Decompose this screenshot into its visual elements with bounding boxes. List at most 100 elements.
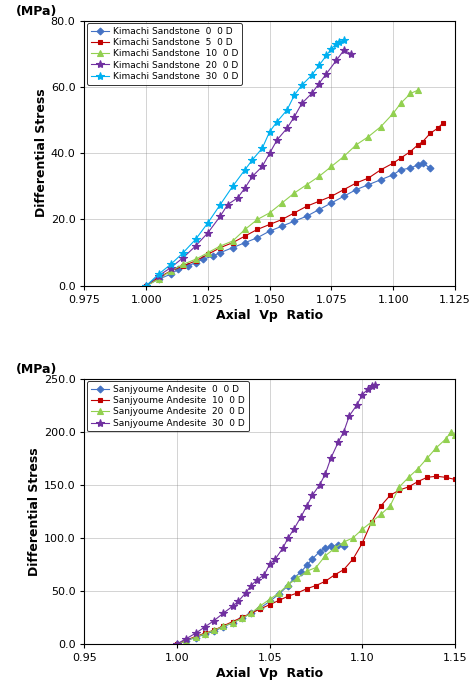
Sanjyoume Andesite  20  0 D: [443, 435, 448, 443]
Text: (MPa): (MPa): [15, 5, 57, 18]
Kimachi Sandstone  10  0 D: [378, 123, 384, 131]
Sanjyoume Andesite  20  0 D: [286, 580, 291, 588]
Sanjyoume Andesite  20  0 D: [378, 510, 384, 519]
Sanjyoume Andesite  0  0 D: [249, 609, 254, 617]
Kimachi Sandstone  0  0 D: [329, 199, 334, 207]
Kimachi Sandstone  5  0 D: [168, 266, 174, 275]
Line: Sanjyoume Andesite  30  0 D: Sanjyoume Andesite 30 0 D: [173, 381, 379, 648]
Sanjyoume Andesite  20  0 D: [360, 525, 365, 534]
Kimachi Sandstone  10  0 D: [230, 237, 235, 245]
Kimachi Sandstone  30  0 D: [267, 127, 272, 136]
Sanjyoume Andesite  20  0 D: [239, 614, 245, 623]
Sanjyoume Andesite  10  0 D: [304, 584, 310, 593]
Kimachi Sandstone  10  0 D: [304, 181, 310, 189]
Line: Kimachi Sandstone  20  0 D: Kimachi Sandstone 20 0 D: [142, 46, 356, 290]
Kimachi Sandstone  5  0 D: [205, 250, 211, 258]
Kimachi Sandstone  30  0 D: [284, 106, 290, 114]
Sanjyoume Andesite  20  0 D: [350, 534, 356, 542]
Kimachi Sandstone  10  0 D: [181, 260, 186, 269]
Sanjyoume Andesite  20  0 D: [295, 574, 300, 582]
Sanjyoume Andesite  30  0 D: [183, 634, 189, 643]
Sanjyoume Andesite  10  0 D: [174, 640, 180, 648]
Kimachi Sandstone  10  0 D: [292, 189, 297, 197]
Kimachi Sandstone  0  0 D: [156, 275, 161, 284]
Line: Kimachi Sandstone  0  0 D: Kimachi Sandstone 0 0 D: [144, 161, 433, 288]
Kimachi Sandstone  10  0 D: [341, 152, 347, 160]
Sanjyoume Andesite  20  0 D: [448, 427, 454, 436]
Kimachi Sandstone  20  0 D: [181, 253, 186, 262]
Sanjyoume Andesite  0  0 D: [310, 555, 315, 563]
Sanjyoume Andesite  30  0 D: [174, 640, 180, 648]
Kimachi Sandstone  10  0 D: [267, 209, 272, 217]
Sanjyoume Andesite  0  0 D: [174, 640, 180, 648]
Kimachi Sandstone  30  0 D: [309, 71, 315, 79]
Kimachi Sandstone  20  0 D: [309, 89, 315, 97]
Sanjyoume Andesite  20  0 D: [452, 431, 458, 439]
Kimachi Sandstone  0  0 D: [200, 256, 206, 264]
Kimachi Sandstone  0  0 D: [144, 282, 149, 290]
Kimachi Sandstone  20  0 D: [259, 162, 265, 171]
Kimachi Sandstone  30  0 D: [230, 182, 235, 190]
Kimachi Sandstone  30  0 D: [274, 118, 280, 126]
Sanjyoume Andesite  30  0 D: [365, 385, 371, 393]
Kimachi Sandstone  30  0 D: [299, 81, 304, 89]
Text: (MPa): (MPa): [15, 363, 57, 376]
Sanjyoume Andesite  20  0 D: [332, 545, 337, 553]
Kimachi Sandstone  20  0 D: [235, 194, 241, 202]
Sanjyoume Andesite  10  0 D: [406, 483, 411, 491]
Sanjyoume Andesite  10  0 D: [286, 592, 291, 600]
Sanjyoume Andesite  10  0 D: [230, 617, 235, 625]
Sanjyoume Andesite  30  0 D: [317, 481, 323, 489]
Kimachi Sandstone  20  0 D: [242, 184, 248, 192]
Sanjyoume Andesite  0  0 D: [335, 541, 341, 549]
Sanjyoume Andesite  10  0 D: [239, 613, 245, 621]
Kimachi Sandstone  5  0 D: [435, 124, 440, 132]
Kimachi Sandstone  30  0 D: [181, 249, 186, 257]
Sanjyoume Andesite  20  0 D: [193, 633, 198, 641]
Sanjyoume Andesite  20  0 D: [267, 595, 272, 603]
Kimachi Sandstone  20  0 D: [168, 264, 174, 272]
Sanjyoume Andesite  10  0 D: [257, 605, 263, 613]
Kimachi Sandstone  10  0 D: [353, 141, 359, 149]
Sanjyoume Andesite  30  0 D: [354, 401, 360, 409]
Legend: Kimachi Sandstone  0  0 D, Kimachi Sandstone  5  0 D, Kimachi Sandstone  10  0 D: Kimachi Sandstone 0 0 D, Kimachi Sandsto…: [87, 23, 242, 84]
Sanjyoume Andesite  0  0 D: [341, 542, 347, 550]
Sanjyoume Andesite  30  0 D: [291, 525, 296, 534]
Kimachi Sandstone  10  0 D: [144, 282, 149, 290]
Kimachi Sandstone  10  0 D: [408, 89, 413, 97]
Kimachi Sandstone  10  0 D: [242, 225, 248, 234]
Sanjyoume Andesite  30  0 D: [360, 390, 365, 399]
Kimachi Sandstone  10  0 D: [398, 99, 403, 108]
Sanjyoume Andesite  30  0 D: [267, 560, 272, 569]
Sanjyoume Andesite  30  0 D: [212, 616, 217, 625]
Sanjyoume Andesite  10  0 D: [341, 566, 347, 574]
Kimachi Sandstone  5  0 D: [420, 138, 426, 146]
Line: Kimachi Sandstone  30  0 D: Kimachi Sandstone 30 0 D: [142, 36, 348, 290]
Kimachi Sandstone  5  0 D: [390, 159, 396, 167]
Sanjyoume Andesite  30  0 D: [220, 609, 226, 617]
Line: Sanjyoume Andesite  20  0 D: Sanjyoume Andesite 20 0 D: [174, 429, 458, 647]
Kimachi Sandstone  5  0 D: [279, 215, 285, 223]
Sanjyoume Andesite  20  0 D: [341, 538, 347, 546]
Kimachi Sandstone  5  0 D: [304, 202, 310, 210]
Kimachi Sandstone  30  0 D: [333, 40, 339, 48]
Sanjyoume Andesite  10  0 D: [369, 518, 374, 526]
Kimachi Sandstone  20  0 D: [284, 124, 290, 132]
Kimachi Sandstone  10  0 D: [156, 275, 161, 284]
Sanjyoume Andesite  10  0 D: [415, 477, 421, 486]
Kimachi Sandstone  5  0 D: [341, 186, 347, 194]
Sanjyoume Andesite  30  0 D: [310, 491, 315, 499]
Sanjyoume Andesite  0  0 D: [323, 545, 328, 553]
Sanjyoume Andesite  20  0 D: [415, 464, 421, 473]
Kimachi Sandstone  5  0 D: [156, 273, 161, 282]
Sanjyoume Andesite  0  0 D: [304, 561, 310, 569]
Sanjyoume Andesite  10  0 D: [443, 473, 448, 482]
Sanjyoume Andesite  20  0 D: [433, 443, 439, 451]
Kimachi Sandstone  0  0 D: [353, 186, 359, 194]
Kimachi Sandstone  20  0 D: [348, 49, 354, 58]
Kimachi Sandstone  10  0 D: [205, 249, 211, 257]
Kimachi Sandstone  30  0 D: [316, 61, 322, 69]
Kimachi Sandstone  0  0 D: [267, 227, 272, 235]
Kimachi Sandstone  20  0 D: [205, 229, 211, 237]
Sanjyoume Andesite  0  0 D: [328, 542, 333, 550]
